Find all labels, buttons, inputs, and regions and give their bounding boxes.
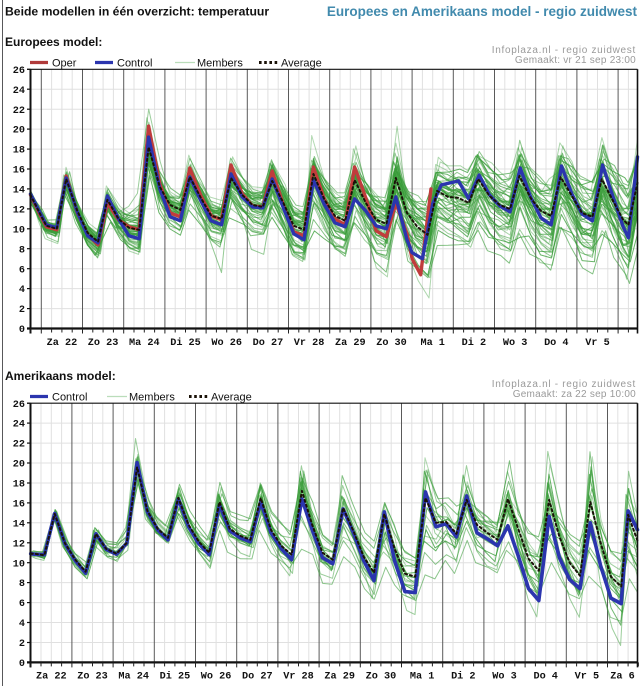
svg-text:14: 14 (13, 186, 25, 197)
svg-text:10: 10 (13, 559, 25, 570)
svg-text:Infoplaza.nl - regio zuidwest: Infoplaza.nl - regio zuidwest (492, 45, 636, 56)
svg-text:Do 27: Do 27 (253, 338, 284, 349)
svg-text:Members: Members (129, 391, 175, 403)
svg-text:8: 8 (19, 579, 25, 590)
svg-text:Amerikaans model:: Amerikaans model: (5, 369, 116, 383)
svg-text:24: 24 (13, 420, 25, 431)
svg-text:Control: Control (52, 391, 87, 403)
svg-text:Gemaakt: za 22 sep 10:00: Gemaakt: za 22 sep 10:00 (513, 389, 636, 400)
svg-text:Wo 3: Wo 3 (492, 672, 516, 683)
svg-text:6: 6 (19, 599, 25, 610)
svg-text:18: 18 (13, 480, 25, 491)
svg-text:0: 0 (19, 659, 25, 670)
svg-text:Ma 24: Ma 24 (129, 338, 160, 349)
svg-text:26: 26 (13, 400, 25, 411)
svg-text:Za 22: Za 22 (47, 338, 78, 349)
svg-text:14: 14 (13, 519, 25, 530)
svg-text:Infoplaza.nl - regio zuidwest: Infoplaza.nl - regio zuidwest (492, 379, 636, 390)
svg-text:Vr 28: Vr 28 (283, 672, 314, 683)
svg-text:Di 25: Di 25 (170, 337, 201, 349)
svg-text:Do 4: Do 4 (533, 672, 557, 683)
svg-text:18: 18 (13, 146, 25, 157)
svg-text:2: 2 (19, 639, 25, 650)
svg-text:16: 16 (13, 500, 25, 511)
svg-text:Za 22: Za 22 (36, 672, 67, 683)
svg-text:Control: Control (117, 57, 152, 69)
svg-text:Vr 5: Vr 5 (575, 672, 599, 683)
svg-text:4: 4 (19, 619, 25, 630)
svg-text:Vr 5: Vr 5 (585, 338, 609, 349)
svg-text:20: 20 (13, 126, 25, 137)
svg-text:Za 6: Za 6 (610, 672, 634, 683)
svg-text:Zo 30: Zo 30 (376, 338, 407, 349)
svg-text:22: 22 (13, 440, 25, 451)
svg-text:Members: Members (197, 57, 243, 69)
svg-text:24: 24 (13, 86, 25, 97)
svg-text:Wo 26: Wo 26 (201, 672, 232, 683)
svg-text:16: 16 (13, 166, 25, 177)
svg-text:Gemaakt: vr 21 sep 23:00: Gemaakt: vr 21 sep 23:00 (515, 55, 636, 66)
svg-text:Wo 26: Wo 26 (211, 338, 242, 349)
svg-text:12: 12 (13, 206, 25, 217)
svg-text:Europees model:: Europees model: (5, 35, 102, 49)
svg-text:Average: Average (281, 57, 322, 69)
svg-text:Zo 23: Zo 23 (88, 338, 119, 349)
svg-text:Beide modellen in één overzich: Beide modellen in één overzicht: tempera… (5, 5, 269, 19)
svg-text:Ma 1: Ma 1 (420, 338, 444, 349)
svg-text:Za 29: Za 29 (335, 338, 366, 349)
svg-text:20: 20 (13, 460, 25, 471)
svg-text:Average: Average (211, 391, 252, 403)
svg-text:Ma 1: Ma 1 (410, 672, 434, 683)
svg-text:6: 6 (19, 265, 25, 276)
svg-text:Do 4: Do 4 (544, 338, 568, 349)
svg-text:Di 2: Di 2 (462, 337, 486, 349)
svg-text:Wo 3: Wo 3 (503, 338, 527, 349)
svg-text:22: 22 (13, 106, 25, 117)
svg-text:Oper: Oper (52, 57, 77, 69)
svg-text:Di 2: Di 2 (451, 671, 475, 683)
svg-text:Do 27: Do 27 (242, 672, 273, 683)
svg-text:2: 2 (19, 305, 25, 316)
svg-text:8: 8 (19, 245, 25, 256)
svg-text:Za 29: Za 29 (324, 672, 355, 683)
svg-text:Di 25: Di 25 (160, 671, 191, 683)
svg-text:0: 0 (19, 325, 25, 336)
svg-text:26: 26 (13, 66, 25, 77)
svg-text:Europees en Amerikaans model -: Europees en Amerikaans model - regio zui… (327, 4, 638, 19)
svg-text:4: 4 (19, 285, 25, 296)
svg-text:Vr 28: Vr 28 (294, 338, 325, 349)
svg-text:10: 10 (13, 225, 25, 236)
svg-text:Ma 24: Ma 24 (118, 672, 149, 683)
svg-text:12: 12 (13, 539, 25, 550)
svg-text:Zo 30: Zo 30 (366, 672, 397, 683)
svg-text:Zo 23: Zo 23 (77, 672, 108, 683)
